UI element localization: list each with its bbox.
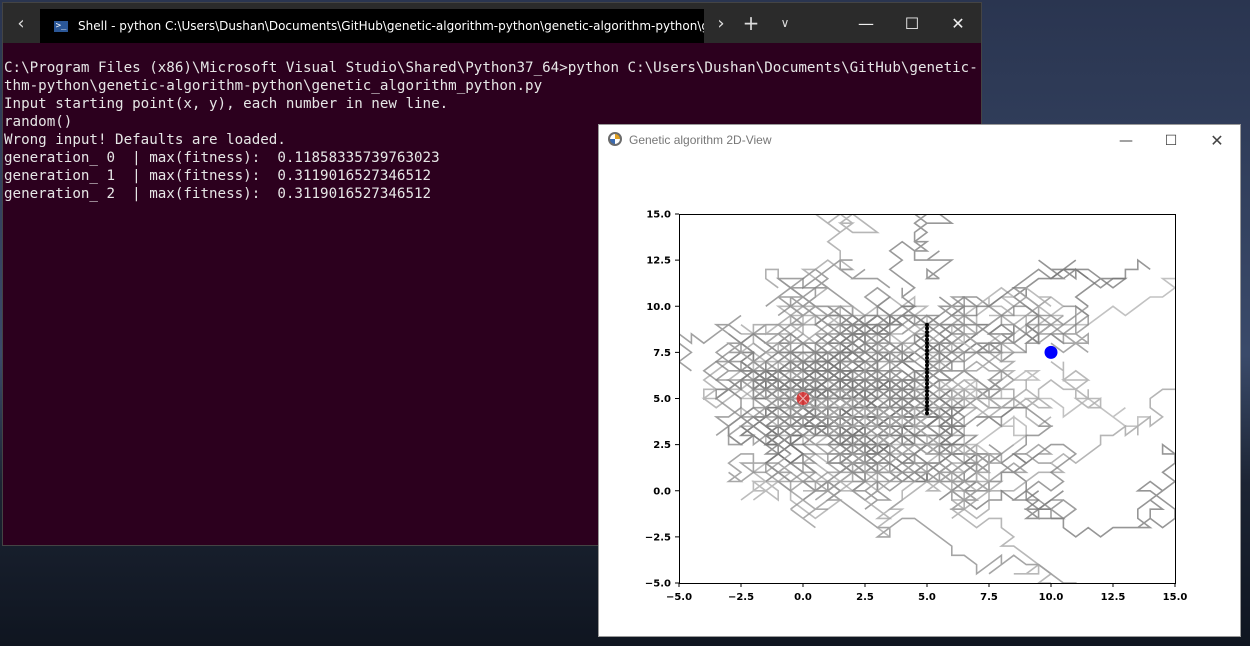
obstacle-point xyxy=(925,400,929,405)
obstacle-point xyxy=(925,403,929,408)
obstacle-point xyxy=(925,411,929,416)
matplotlib-icon xyxy=(608,132,622,146)
console-line: Wrong input! Defaults are loaded. xyxy=(4,132,286,148)
path-line xyxy=(789,397,1078,520)
x-tick-label: 0.0 xyxy=(794,592,812,603)
y-tick-label: 5.0 xyxy=(653,394,671,405)
obstacle-point xyxy=(925,374,929,379)
tab-title: Shell - python C:\Users\Dushan\Documents… xyxy=(78,19,704,33)
x-tick-label: 12.5 xyxy=(1101,592,1126,603)
tab-shell-python[interactable]: >_ Shell - python C:\Users\Dushan\Docume… xyxy=(40,9,704,43)
obstacle-point xyxy=(925,363,929,368)
chevron-down-icon[interactable]: ∨ xyxy=(780,16,790,30)
console-line: Input starting point(x, y), each number … xyxy=(4,96,449,112)
x-tick-label: 7.5 xyxy=(980,592,998,603)
plot-canvas[interactable]: −5.0 −2.5 0.0 2.5 5.0 7.5 10.0 12.5 15.0 −5.0 −2.5… xyxy=(599,156,1240,636)
x-tick-label: 2.5 xyxy=(856,592,874,603)
console-line: generation_ 1 | max(fitness): 0.31190165… xyxy=(4,168,432,184)
y-tick-label: −5.0 xyxy=(645,579,671,590)
obstacle-point xyxy=(925,389,929,394)
obstacle-point xyxy=(925,370,929,375)
x-tick-label: −5.0 xyxy=(666,592,692,603)
figure-window[interactable]: Genetic algorithm 2D-View — ☐ ✕ −5.0 −2.5… xyxy=(599,125,1240,636)
figure-titlebar: Genetic algorithm 2D-View — ☐ ✕ xyxy=(599,125,1240,156)
obstacle-point xyxy=(925,322,929,327)
close-button[interactable]: ✕ xyxy=(951,13,965,33)
console-line: generation_ 0 | max(fitness): 0.11858335… xyxy=(4,150,440,166)
path-lines xyxy=(679,214,1175,583)
y-tick-label: 12.5 xyxy=(646,256,671,267)
goal-marker xyxy=(1044,345,1058,359)
chevron-right-icon[interactable]: › xyxy=(717,12,725,34)
obstacle-point xyxy=(925,381,929,386)
y-tick-label: 10.0 xyxy=(646,302,671,313)
obstacle-point xyxy=(925,330,929,335)
x-tick-label: 15.0 xyxy=(1163,592,1188,603)
obstacle-point xyxy=(925,392,929,397)
y-tick-label: 15.0 xyxy=(646,210,671,221)
y-tick-label: 0.0 xyxy=(653,486,671,497)
obstacle-point xyxy=(925,359,929,364)
console-line: C:\Program Files (x86)\Microsoft Visual … xyxy=(4,60,977,76)
obstacle-point xyxy=(925,355,929,360)
console-line: thm-python\genetic-algorithm-python\gene… xyxy=(4,78,543,94)
obstacle-point xyxy=(925,396,929,401)
obstacle-point xyxy=(925,326,929,331)
obstacle-point xyxy=(925,407,929,412)
obstacle-point xyxy=(925,337,929,342)
axis-ticks: −5.0 −2.5 0.0 2.5 5.0 7.5 10.0 12.5 15.0 −5.0 −2.5… xyxy=(645,210,1187,604)
obstacle-point xyxy=(925,385,929,390)
path-line xyxy=(776,388,1053,583)
obstacle-point xyxy=(925,378,929,383)
console-line: random() xyxy=(4,114,73,130)
maximize-button[interactable]: ☐ xyxy=(1164,132,1178,149)
x-tick-label: 10.0 xyxy=(1039,592,1064,603)
markers xyxy=(796,322,1058,416)
maximize-button[interactable]: ☐ xyxy=(904,13,920,33)
minimize-button[interactable]: — xyxy=(858,13,874,33)
y-tick-label: 7.5 xyxy=(653,348,671,359)
x-tick-label: −2.5 xyxy=(728,592,754,603)
figure-title: Genetic algorithm 2D-View xyxy=(629,133,772,147)
terminal-titlebar: ‹ >_ Shell - python C:\Users\Dushan\Docu… xyxy=(3,3,981,43)
obstacle-point xyxy=(925,366,929,371)
x-tick-label: 5.0 xyxy=(918,592,936,603)
obstacle-point xyxy=(925,352,929,357)
y-tick-label: 2.5 xyxy=(653,440,671,451)
close-button[interactable]: ✕ xyxy=(1210,131,1224,150)
obstacle-point xyxy=(925,333,929,338)
obstacle-point xyxy=(925,344,929,349)
start-marker-cross xyxy=(798,394,808,403)
console-line: generation_ 2 | max(fitness): 0.31190165… xyxy=(4,186,432,202)
minimize-button[interactable]: — xyxy=(1119,132,1133,149)
y-tick-label: −2.5 xyxy=(645,532,671,543)
path-line xyxy=(802,296,1090,400)
chevron-left-icon[interactable]: ‹ xyxy=(17,12,25,34)
plus-icon[interactable]: + xyxy=(742,11,760,35)
console-output[interactable]: C:\Program Files (x86)\Microsoft Visual … xyxy=(4,59,977,203)
obstacle-point xyxy=(925,348,929,353)
obstacle-point xyxy=(925,341,929,346)
powershell-icon: >_ xyxy=(54,20,68,32)
